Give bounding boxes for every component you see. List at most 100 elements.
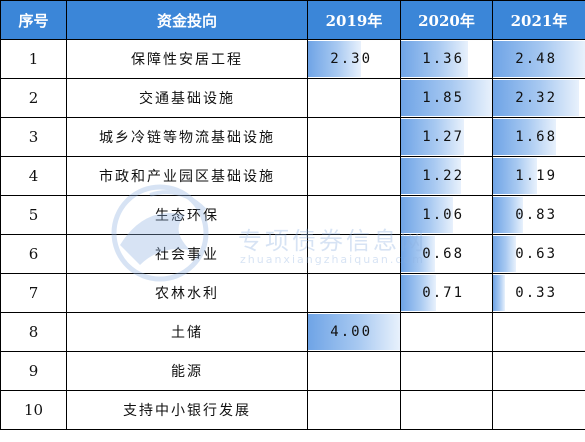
row-fund-use: 生态环保 [66,195,308,235]
data-bar-2021 [493,158,538,194]
table-body: 1 保障性安居工程 2.30 1.36 2.48 2 交通基础设施 1.85 2.32 3 城乡冷链… [0,39,585,430]
value-text-2021: 0.83 [515,207,557,223]
row-value-2021: 1.19 [492,156,585,196]
row-value-2019 [307,117,401,157]
value-text-2020: 1.06 [422,207,464,223]
row-value-2021: 2.48 [492,39,585,79]
data-bar-2021 [493,197,524,233]
data-bar-2021 [493,119,556,155]
value-text-2020: 1.22 [422,168,464,184]
row-value-2019 [307,195,401,235]
row-index: 4 [0,156,67,196]
row-value-2020: 1.22 [400,156,493,196]
row-fund-use: 农林水利 [66,273,308,313]
row-value-2019 [307,390,401,430]
row-value-2020 [400,351,493,391]
table-row: 1 保障性安居工程 2.30 1.36 2.48 [0,39,585,79]
value-text-2021: 1.68 [515,129,557,145]
table-row: 6 社会事业 0.68 0.63 [0,234,585,274]
row-value-2021: 0.63 [492,234,585,274]
header-2021: 2021年 [492,0,585,40]
value-text-2021: 1.19 [515,168,557,184]
row-value-2019 [307,273,401,313]
table-row: 3 城乡冷链等物流基础设施 1.27 1.68 [0,117,585,157]
header-index: 序号 [0,0,67,40]
row-value-2019 [307,156,401,196]
value-text-2020: 1.27 [422,129,464,145]
row-fund-use: 城乡冷链等物流基础设施 [66,117,308,157]
fund-allocation-table: 序号 资金投向 2019年 2020年 2021年 1 保障性安居工程 2.30 1.… [0,0,585,430]
row-fund-use: 社会事业 [66,234,308,274]
row-index: 6 [0,234,67,274]
row-fund-use: 支持中小银行发展 [66,390,308,430]
row-value-2020: 1.36 [400,39,493,79]
row-value-2021: 2.32 [492,78,585,118]
value-text-2020: 1.36 [422,51,464,67]
table-row: 4 市政和产业园区基础设施 1.22 1.19 [0,156,585,196]
row-value-2019 [307,78,401,118]
row-value-2021: 0.33 [492,273,585,313]
row-value-2020: 0.71 [400,273,493,313]
data-bar-2021 [493,41,585,77]
table-row: 5 生态环保 1.06 0.83 [0,195,585,235]
row-value-2021 [492,312,585,352]
data-bar-2020 [401,236,435,272]
value-text-2021: 0.63 [515,246,557,262]
row-value-2020 [400,390,493,430]
value-text-2020: 1.85 [422,90,464,106]
row-fund-use: 土储 [66,312,308,352]
data-bar-2019 [308,41,362,77]
row-fund-use: 保障性安居工程 [66,39,308,79]
row-index: 9 [0,351,67,391]
value-text-2020: 0.71 [422,285,464,301]
row-value-2019 [307,234,401,274]
row-value-2019: 4.00 [307,312,401,352]
row-value-2021 [492,390,585,430]
row-fund-use: 交通基础设施 [66,78,308,118]
data-bar-2020 [401,275,436,311]
row-index: 3 [0,117,67,157]
table-header-row: 序号 资金投向 2019年 2020年 2021年 [0,0,585,40]
row-index: 10 [0,390,67,430]
table-row: 2 交通基础设施 1.85 2.32 [0,78,585,118]
table-row: 7 农林水利 0.71 0.33 [0,273,585,313]
table-row: 10 支持中小银行发展 [0,390,585,430]
row-value-2020: 1.06 [400,195,493,235]
header-2019: 2019年 [307,0,401,40]
row-fund-use: 能源 [66,351,308,391]
row-index: 5 [0,195,67,235]
data-bar-2021 [493,80,580,116]
row-index: 8 [0,312,67,352]
row-value-2020: 0.68 [400,234,493,274]
header-fund-use: 资金投向 [66,0,308,40]
row-value-2019 [307,351,401,391]
row-value-2019: 2.30 [307,39,401,79]
row-index: 2 [0,78,67,118]
data-bar-2020 [401,158,462,194]
row-value-2021 [492,351,585,391]
row-value-2021: 0.83 [492,195,585,235]
data-bar-2021 [493,236,516,272]
value-text-2021: 2.48 [515,51,557,67]
data-bar-2020 [401,41,469,77]
row-value-2020: 1.85 [400,78,493,118]
row-value-2020 [400,312,493,352]
data-bar-2020 [401,119,464,155]
value-text-2019: 2.30 [330,51,372,67]
value-text-2019: 4.00 [330,324,372,340]
value-text-2021: 2.32 [515,90,557,106]
value-text-2021: 0.33 [515,285,557,301]
row-index: 1 [0,39,67,79]
row-fund-use: 市政和产业园区基础设施 [66,156,308,196]
table-row: 8 土储 4.00 [0,312,585,352]
data-bar-2020 [401,80,492,116]
value-text-2020: 0.68 [422,246,464,262]
data-bar-2020 [401,197,453,233]
row-index: 7 [0,273,67,313]
data-bar-2021 [493,275,505,311]
table-row: 9 能源 [0,351,585,391]
row-value-2021: 1.68 [492,117,585,157]
header-2020: 2020年 [400,0,493,40]
row-value-2020: 1.27 [400,117,493,157]
data-bar-2019 [308,314,400,350]
